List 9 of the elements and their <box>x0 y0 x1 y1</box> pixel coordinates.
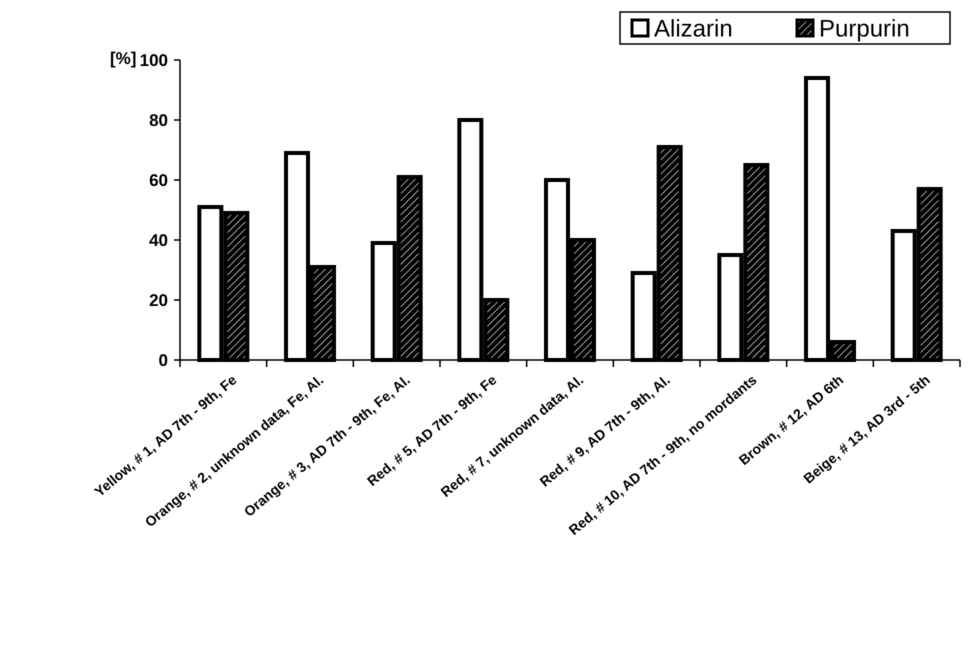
y-tick-label: 40 <box>149 230 168 250</box>
y-tick-label: 60 <box>149 170 168 190</box>
y-tick-label: 20 <box>149 290 168 310</box>
legend-label: Purpurin <box>819 16 910 43</box>
y-axis-title: [%] <box>110 48 136 68</box>
legend-label: Alizarin <box>654 16 733 43</box>
y-tick-label: 0 <box>158 350 168 370</box>
y-tick-label: 80 <box>149 110 168 130</box>
y-tick-label: 100 <box>140 50 168 70</box>
